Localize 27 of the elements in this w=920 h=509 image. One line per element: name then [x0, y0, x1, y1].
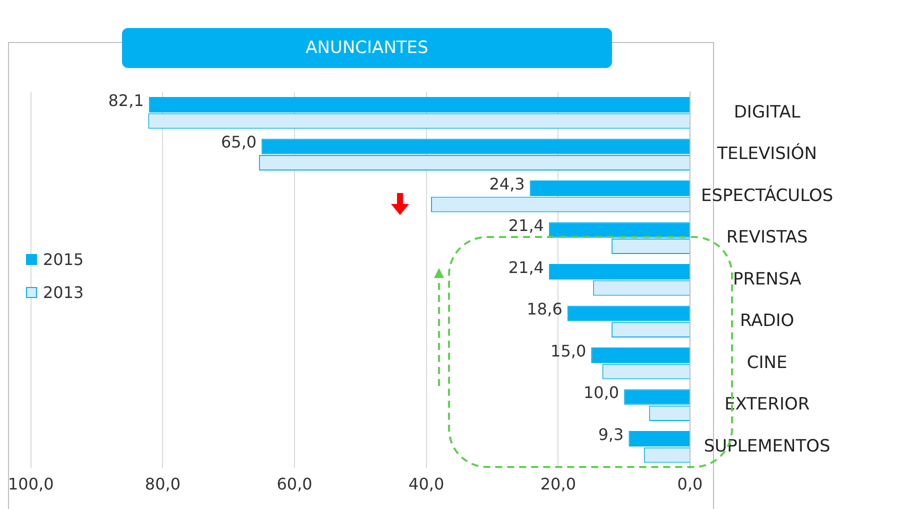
- legend-label: 2015: [43, 250, 84, 269]
- y-tick-label: ESPECTÁCULOS: [701, 184, 834, 206]
- x-tick-label: 20,0: [540, 474, 576, 494]
- y-tick-label: CINE: [746, 352, 788, 373]
- y-tick-label: DIGITAL: [734, 102, 801, 122]
- x-tick-label: 60,0: [276, 474, 312, 494]
- data-label: 10,0: [583, 383, 620, 402]
- data-label: 65,0: [220, 132, 257, 152]
- y-tick-label: REVISTAS: [726, 228, 808, 248]
- y-tick-label: TELEVISIÓN: [716, 143, 818, 164]
- x-tick-label: 80,0: [144, 474, 181, 494]
- data-label: 24,3: [489, 174, 525, 194]
- data-label: 82,1: [108, 90, 144, 110]
- y-tick-label: PRENSA: [732, 269, 802, 290]
- data-label: 9,3: [598, 424, 624, 444]
- data-label: 18,6: [526, 300, 562, 319]
- data-label: 15,0: [550, 341, 586, 360]
- data-label: 21,4: [508, 216, 544, 236]
- x-tick-label: 40,0: [408, 474, 444, 494]
- y-tick-label: RADIO: [740, 311, 794, 332]
- x-tick-label: 0,0: [677, 474, 703, 494]
- data-label: 21,4: [508, 258, 544, 277]
- chart-title: ANUNCIANTES: [122, 28, 612, 68]
- y-tick-label: SUPLEMENTOS: [704, 436, 830, 456]
- legend-label: 2013: [43, 283, 84, 302]
- y-tick-label: EXTERIOR: [724, 394, 810, 415]
- x-tick-label: 100,0: [8, 474, 54, 494]
